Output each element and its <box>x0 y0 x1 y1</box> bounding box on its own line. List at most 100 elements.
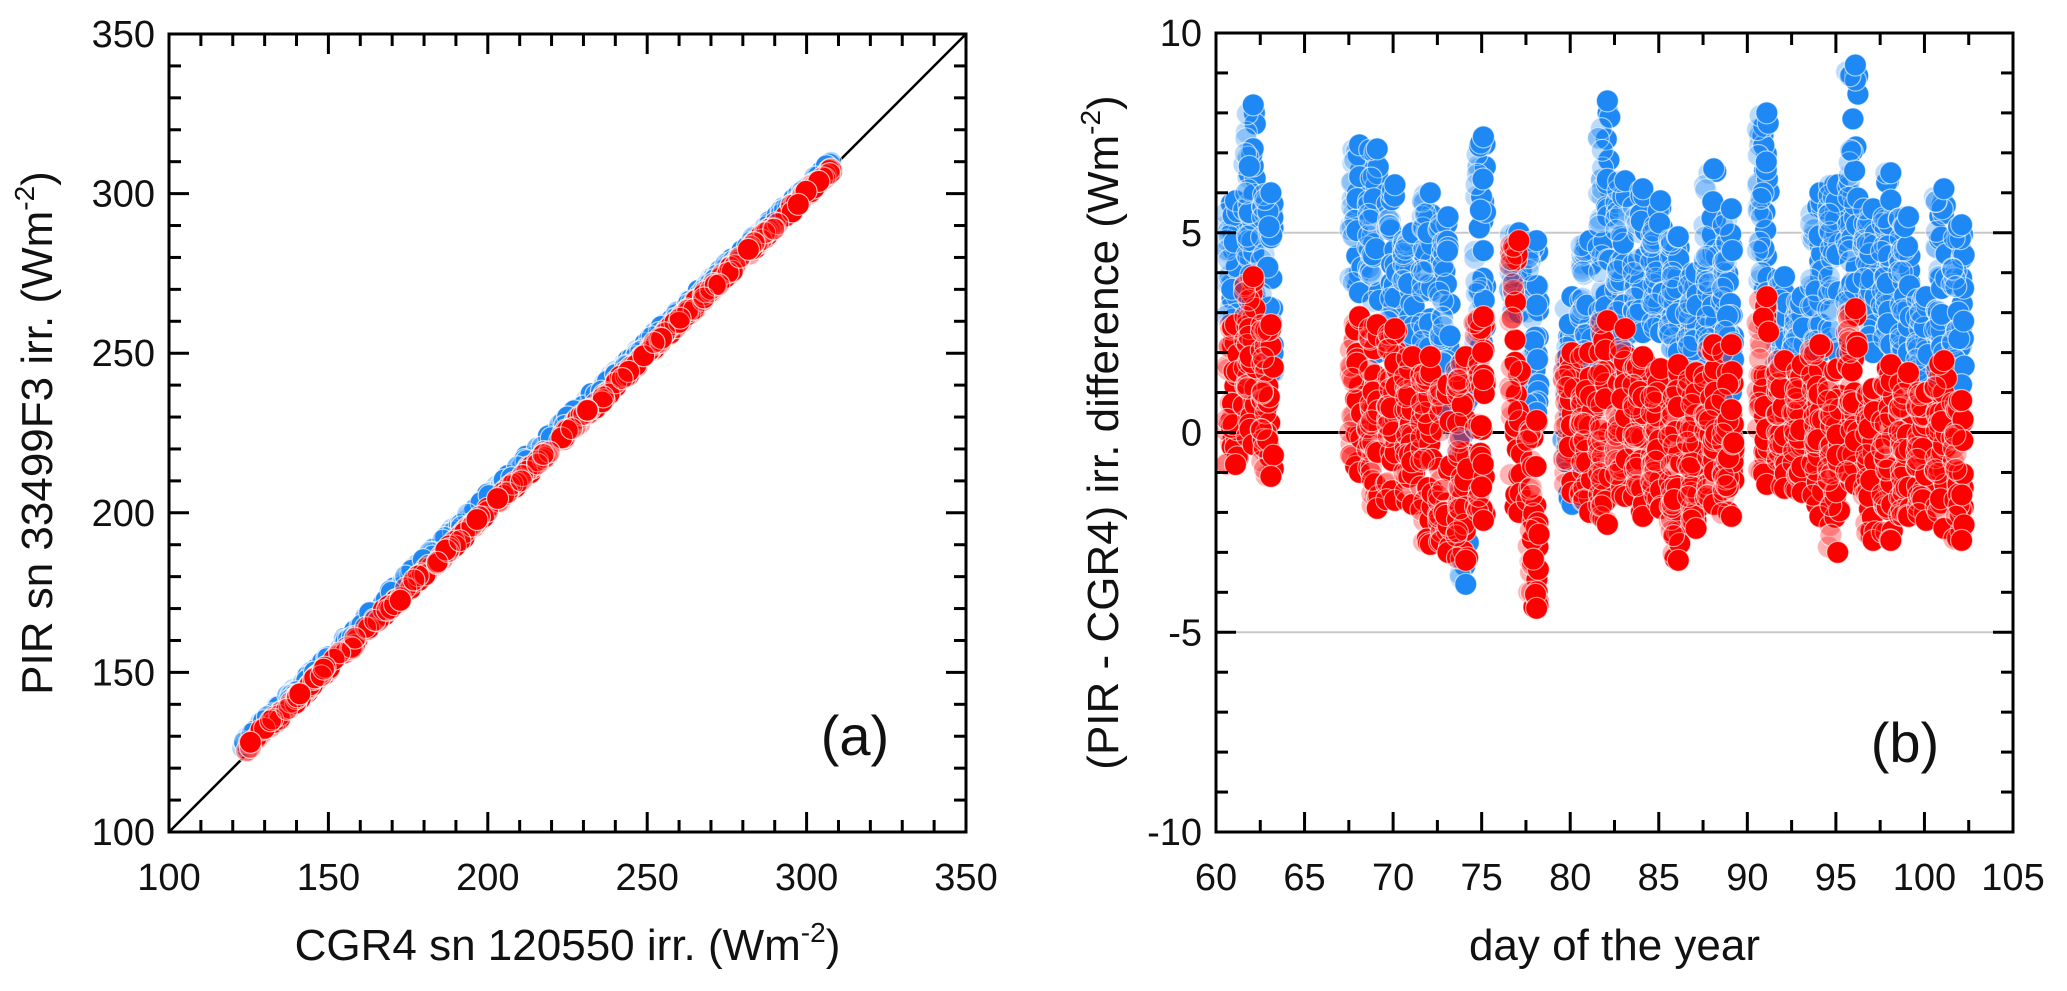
red-point <box>1520 483 1544 507</box>
blue-point <box>1525 347 1550 372</box>
blue-point <box>1525 293 1549 317</box>
blue-point <box>1838 138 1863 162</box>
red-point <box>610 366 634 391</box>
panel-a-frame <box>167 32 968 834</box>
y-tick-label: 5 <box>1181 213 1202 255</box>
red-point <box>786 192 810 216</box>
blue-point <box>1951 309 1976 333</box>
red-point <box>1445 520 1469 544</box>
red-point <box>1719 333 1744 357</box>
x-tick-label: 70 <box>1372 857 1414 899</box>
blue-point <box>1852 266 1876 291</box>
red-point <box>1843 297 1868 321</box>
blue-point <box>1431 289 1455 313</box>
blue-point <box>1471 239 1495 263</box>
red-point <box>465 507 489 532</box>
x-tick-label: 95 <box>1815 857 1857 899</box>
red-point <box>509 469 533 493</box>
red-point <box>1923 375 1947 399</box>
red-point <box>1471 305 1496 329</box>
red-point <box>649 326 674 350</box>
red-point <box>1524 596 1549 620</box>
red-point <box>448 529 472 553</box>
blue-point <box>1896 205 1921 229</box>
red-point <box>1241 265 1265 289</box>
red-point <box>1661 523 1686 548</box>
blue-point <box>1719 197 1744 221</box>
panel-a-x-axis-title: CGR4 sn 120550 irr. (Wm-2) <box>295 917 841 970</box>
blue-point <box>1949 213 1974 237</box>
blue-point <box>1817 202 1841 226</box>
red-point <box>1949 528 1974 553</box>
red-point <box>406 564 430 588</box>
panel-b-y-axis-title: (PIR - CGR4) irr. difference (Wm-2) <box>1075 95 1128 769</box>
red-point <box>1722 431 1746 455</box>
red-point <box>238 730 262 754</box>
y-tick-label: 150 <box>92 652 155 694</box>
blue-point <box>1693 225 1717 249</box>
red-point <box>1250 380 1275 404</box>
red-point <box>1714 474 1738 498</box>
y-tick-label: 10 <box>1160 13 1202 55</box>
blue-point <box>1464 270 1488 294</box>
red-point <box>258 709 283 733</box>
red-point <box>1499 355 1524 379</box>
x-tick-label: 65 <box>1283 857 1325 899</box>
red-point <box>1587 363 1611 387</box>
blue-point <box>1631 177 1655 201</box>
blue-point <box>1749 205 1774 229</box>
blue-point <box>1604 218 1628 242</box>
red-point <box>1613 317 1637 341</box>
red-point <box>1816 389 1840 413</box>
red-point <box>617 359 641 383</box>
blue-point <box>1715 304 1740 328</box>
red-point <box>1259 313 1283 337</box>
x-tick-label: 300 <box>775 857 838 899</box>
red-point <box>486 486 510 511</box>
red-point <box>1469 475 1494 499</box>
panel-b-label: (b) <box>1871 711 1939 774</box>
y-tick-label: 250 <box>92 333 155 375</box>
red-point <box>1470 340 1495 364</box>
red-point <box>343 626 367 650</box>
panel-b-x-axis-title: day of the year <box>1469 921 1760 970</box>
red-point <box>402 568 426 592</box>
x-tick-label: 200 <box>456 857 519 899</box>
y-tick-label: 350 <box>92 14 155 56</box>
blue-point <box>1748 230 1772 254</box>
x-tick-label: 85 <box>1638 857 1680 899</box>
blue-point <box>1749 186 1773 210</box>
panel-a-label: (a) <box>821 704 889 767</box>
red-point <box>753 221 777 245</box>
red-point <box>559 417 584 441</box>
red-point <box>692 286 716 310</box>
y-tick-label: -5 <box>1168 612 1202 654</box>
red-point <box>1501 272 1525 296</box>
panel-a-ticks: 100 150 200 250 300 350 100 150 200 250 300 350 <box>92 14 998 899</box>
red-point <box>1471 508 1496 533</box>
blue-point <box>1621 261 1646 285</box>
x-tick-label: 90 <box>1726 857 1768 899</box>
red-point <box>1471 368 1496 392</box>
red-point <box>311 657 336 681</box>
red-point <box>1666 548 1690 572</box>
blue-point <box>1383 173 1407 197</box>
blue-point <box>1702 157 1726 181</box>
red-point <box>1944 457 1968 481</box>
red-point <box>736 237 761 261</box>
red-point <box>1524 454 1548 479</box>
x-tick-label: 100 <box>1893 857 1956 899</box>
red-point <box>1261 443 1286 467</box>
blue-point <box>1745 239 1770 263</box>
red-point <box>531 442 555 467</box>
x-tick-label: 60 <box>1195 857 1237 899</box>
red-point <box>1826 540 1850 565</box>
red-point <box>1639 385 1663 409</box>
red-point <box>762 217 786 241</box>
red-point <box>252 716 277 741</box>
red-point <box>1879 528 1903 553</box>
blue-point <box>1676 334 1701 358</box>
x-tick-label: 250 <box>615 857 678 899</box>
x-tick-label: 105 <box>1981 857 2044 899</box>
